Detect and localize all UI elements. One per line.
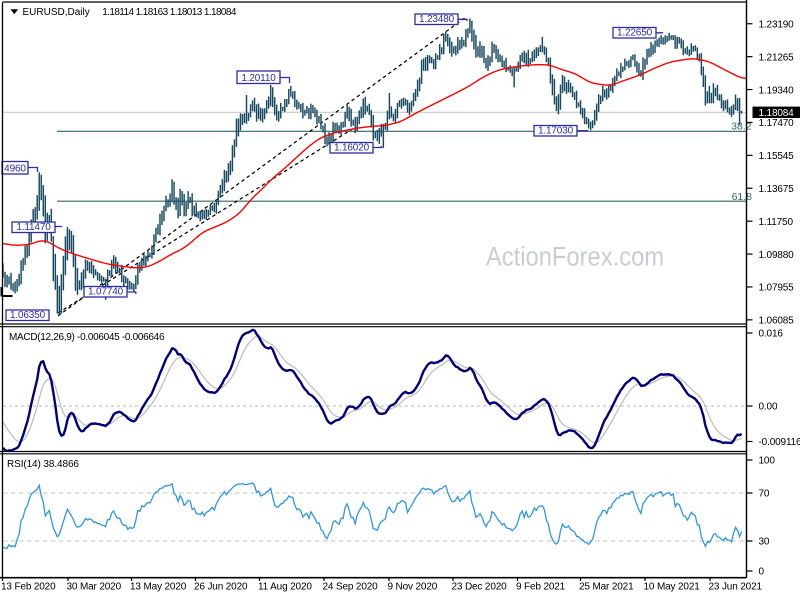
svg-text:100: 100 bbox=[759, 456, 776, 467]
svg-text:26 Jun 2020: 26 Jun 2020 bbox=[194, 582, 248, 593]
svg-text:61.8: 61.8 bbox=[732, 191, 753, 203]
svg-text:1.06085: 1.06085 bbox=[759, 316, 795, 327]
svg-text:1.17030: 1.17030 bbox=[538, 126, 574, 137]
svg-text:24 Sep 2020: 24 Sep 2020 bbox=[323, 582, 379, 593]
svg-text:30: 30 bbox=[759, 537, 770, 548]
svg-text:10 May 2021: 10 May 2021 bbox=[644, 582, 701, 593]
svg-text:1.17470: 1.17470 bbox=[759, 118, 795, 129]
svg-text:MACD(12,26,9) -0.006045 -0.006: MACD(12,26,9) -0.006045 -0.006646 bbox=[9, 332, 165, 343]
svg-text:1.07955: 1.07955 bbox=[759, 283, 795, 294]
svg-text:9 Feb 2021: 9 Feb 2021 bbox=[516, 582, 566, 593]
svg-text:1.06350: 1.06350 bbox=[10, 310, 46, 321]
svg-text:1.07740: 1.07740 bbox=[88, 287, 124, 298]
svg-text:1.20110: 1.20110 bbox=[241, 73, 276, 84]
svg-text:30 Mar 2020: 30 Mar 2020 bbox=[67, 582, 122, 593]
svg-text:23 Jun 2021: 23 Jun 2021 bbox=[709, 582, 763, 593]
svg-text:11 Aug 2020: 11 Aug 2020 bbox=[258, 582, 312, 593]
svg-text:1.23480: 1.23480 bbox=[419, 14, 455, 25]
svg-text:1.23190: 1.23190 bbox=[759, 19, 795, 30]
svg-text:70: 70 bbox=[759, 489, 770, 500]
svg-text:13 May 2020: 13 May 2020 bbox=[130, 582, 187, 593]
svg-text:-0.009116: -0.009116 bbox=[759, 437, 800, 448]
svg-text:1.15545: 1.15545 bbox=[759, 151, 795, 162]
svg-text:1.11470: 1.11470 bbox=[16, 222, 51, 233]
svg-text:1.19340: 1.19340 bbox=[759, 85, 795, 96]
svg-text:ActionForex.com: ActionForex.com bbox=[486, 242, 664, 272]
svg-text:RSI(14) 38.4866: RSI(14) 38.4866 bbox=[7, 459, 79, 470]
svg-text:1.18084: 1.18084 bbox=[759, 108, 795, 119]
svg-text:1.21265: 1.21265 bbox=[759, 52, 795, 63]
svg-text:23 Dec 2020: 23 Dec 2020 bbox=[452, 582, 508, 593]
svg-text:1.13675: 1.13675 bbox=[759, 184, 795, 195]
svg-text:13 Feb 2020: 13 Feb 2020 bbox=[1, 582, 56, 593]
svg-text:4960: 4960 bbox=[4, 164, 26, 175]
svg-text:25 Mar 2021: 25 Mar 2021 bbox=[579, 582, 634, 593]
svg-text:0.00: 0.00 bbox=[759, 402, 778, 413]
svg-text:1.16020: 1.16020 bbox=[334, 143, 370, 154]
svg-text:1.11750: 1.11750 bbox=[759, 217, 794, 228]
svg-text:0: 0 bbox=[759, 567, 765, 578]
svg-text:1.09880: 1.09880 bbox=[759, 250, 795, 261]
svg-text:1.22650: 1.22650 bbox=[617, 28, 653, 39]
svg-text:0.016: 0.016 bbox=[759, 329, 784, 340]
svg-text:9 Nov 2020: 9 Nov 2020 bbox=[388, 582, 438, 593]
